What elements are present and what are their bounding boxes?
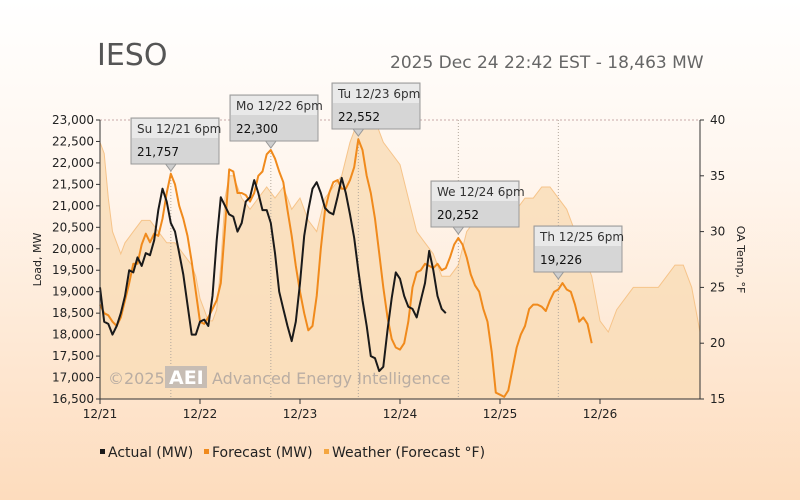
callout-date: Mo 12/22 6pm <box>236 99 323 113</box>
callout: Mo 12/22 6pm 22,300 <box>229 94 323 149</box>
legend-item: Weather (Forecast °F) <box>324 445 485 461</box>
legend-swatch <box>204 449 209 454</box>
forecast-series-line <box>99 138 593 398</box>
callout-value: 22,300 <box>236 122 278 136</box>
x-tick-label: 12/21 <box>83 407 118 421</box>
callout-value: 20,252 <box>437 208 479 222</box>
legend-item: Forecast (MW) <box>204 445 313 461</box>
callout: Th 12/25 6pm 19,226 <box>533 225 624 280</box>
callouts-layer: Su 12/21 6pm 21,757 Mo 12/22 6pm 22,300 Tu 1… <box>130 82 624 280</box>
callout-date: Th 12/25 6pm <box>539 230 624 244</box>
x-tick-label: 12/26 <box>583 407 618 421</box>
callout-header <box>231 96 317 115</box>
x-tick-label: 12/25 <box>483 407 518 421</box>
callout-value: 21,757 <box>137 145 179 159</box>
callout-header <box>333 84 419 103</box>
aei-logo-box <box>165 366 207 388</box>
y-tick-label: 20,500 <box>52 220 94 234</box>
weather-area <box>100 120 700 399</box>
watermark: ©2025 AEI Advanced Energy Intelligence <box>108 366 450 389</box>
status-readout: 2025 Dec 24 22:42 EST - 18,463 MW <box>390 53 704 73</box>
series-layer <box>99 138 593 398</box>
y2-axis-title: OA Temp, °F <box>734 226 747 294</box>
callout: Tu 12/23 6pm 22,552 <box>331 82 421 137</box>
y-tick-label: 17,500 <box>52 349 94 363</box>
callout-value: 19,226 <box>540 253 582 267</box>
actual-series-line <box>99 176 447 373</box>
axes-layer: 23,000 22,500 22,000 21,500 21,000 20,500 20,0… <box>31 113 747 421</box>
callout-date: Su 12/21 6pm <box>137 122 221 136</box>
legend-label: Weather (Forecast °F) <box>332 445 485 461</box>
y2-tick-label: 30 <box>710 225 725 239</box>
y2-tick-label: 40 <box>710 113 725 127</box>
legend-label: Forecast (MW) <box>212 445 313 461</box>
callout-date: We 12/24 6pm <box>437 185 525 199</box>
legend-swatch <box>324 449 329 454</box>
x-tick-label: 12/24 <box>383 407 418 421</box>
callout: We 12/24 6pm 20,252 <box>430 180 525 235</box>
y-tick-label: 22,500 <box>52 134 94 148</box>
y-tick-label: 20,000 <box>52 242 94 256</box>
y-tick-label: 19,500 <box>52 263 94 277</box>
legend: Actual (MW) Forecast (MW) Weather (Forecas… <box>100 445 485 461</box>
y-tick-label: 21,000 <box>52 199 94 213</box>
callout: Su 12/21 6pm 21,757 <box>130 117 221 172</box>
y2-tick-label: 15 <box>710 392 725 406</box>
watermark-copyright: ©2025 <box>108 369 165 388</box>
y-tick-label: 17,000 <box>52 371 94 385</box>
y-tick-label: 18,000 <box>52 328 94 342</box>
y-axis-title: Load, MW <box>31 233 44 287</box>
y-tick-label: 23,000 <box>52 113 94 127</box>
callout-value: 22,552 <box>338 110 380 124</box>
y2-tick-label: 20 <box>710 336 725 350</box>
page-title: IESO <box>97 38 168 73</box>
x-tick-label: 12/22 <box>183 407 218 421</box>
legend-item: Actual (MW) <box>100 445 193 461</box>
y-tick-label: 21,500 <box>52 177 94 191</box>
y-tick-label: 22,000 <box>52 156 94 170</box>
aei-logo-text: AEI <box>169 367 204 389</box>
legend-label: Actual (MW) <box>108 445 193 461</box>
y-tick-label: 16,500 <box>52 392 94 406</box>
callout-header <box>535 227 621 246</box>
callout-header <box>432 182 518 201</box>
callout-header <box>132 119 218 138</box>
y-tick-label: 19,000 <box>52 285 94 299</box>
x-tick-label: 12/23 <box>283 407 318 421</box>
y-tick-label: 18,500 <box>52 306 94 320</box>
callout-date: Tu 12/23 6pm <box>337 87 420 101</box>
y2-tick-label: 35 <box>710 169 725 183</box>
y2-tick-label: 25 <box>710 280 725 294</box>
legend-swatch <box>100 449 105 454</box>
watermark-company: Advanced Energy Intelligence <box>212 369 450 388</box>
